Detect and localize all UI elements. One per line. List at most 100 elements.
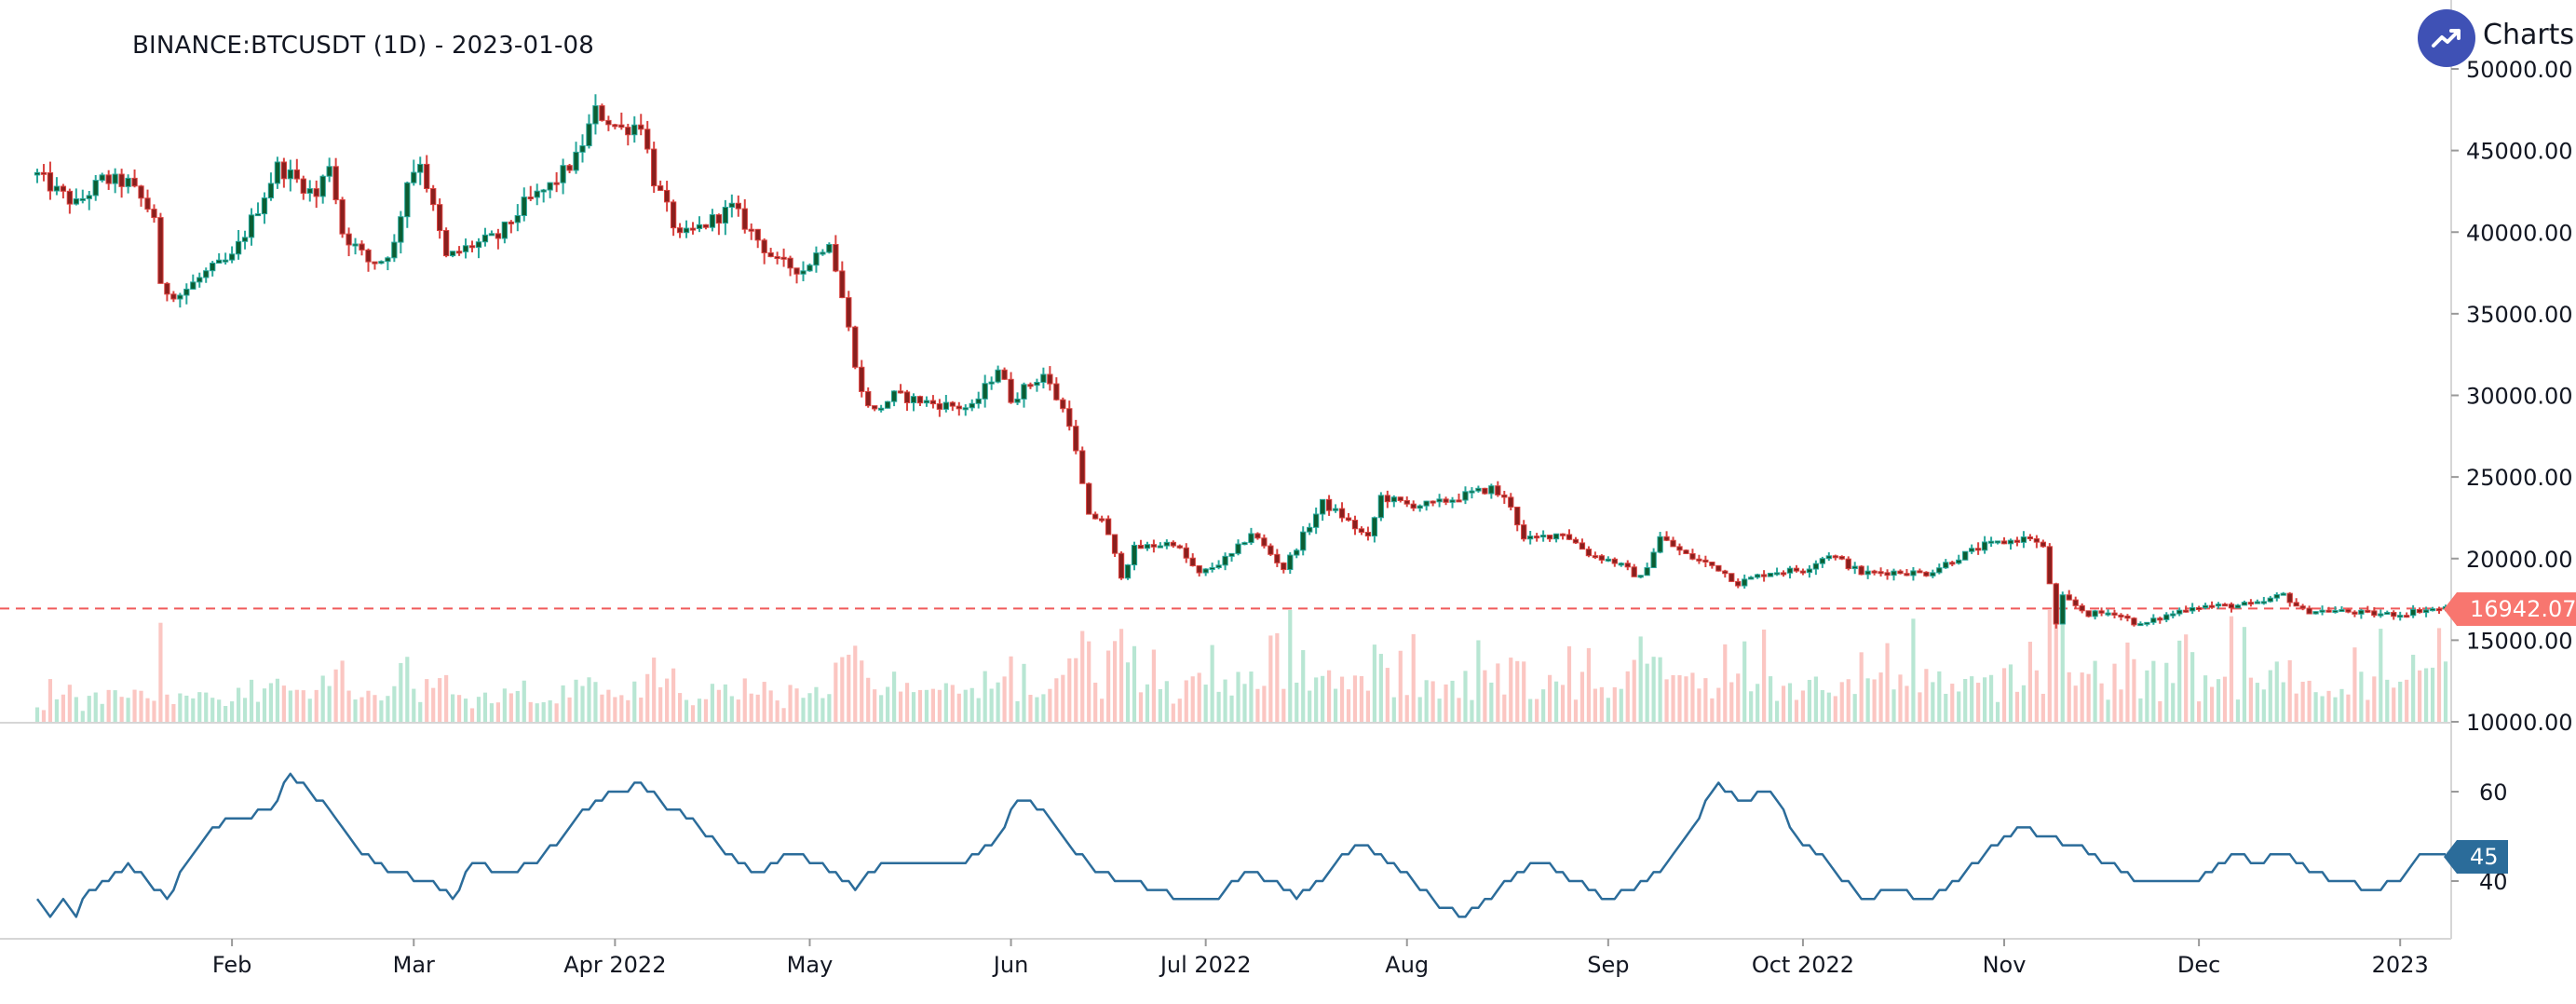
candle-up — [1241, 541, 1248, 546]
volume-bar — [275, 678, 279, 722]
volume-bar — [2080, 672, 2084, 722]
time-tick-label: Nov — [1983, 952, 2027, 978]
candle-up — [73, 188, 79, 206]
candle-down — [2352, 610, 2358, 617]
volume-bar — [1995, 701, 2000, 722]
volume-bar — [1087, 641, 1091, 722]
volume-bar — [1145, 684, 1150, 722]
volume-bar — [262, 688, 267, 722]
volume-bar — [2008, 664, 2013, 722]
volume-bar — [1035, 697, 1039, 722]
candle-down — [1884, 569, 1891, 580]
candle-up — [547, 182, 553, 198]
volume-bar — [827, 694, 832, 722]
candle-down — [2053, 582, 2059, 629]
logo-badge[interactable] — [2418, 9, 2475, 67]
volume-bar — [1359, 675, 1364, 722]
volume-bar — [2190, 652, 2195, 722]
candle-down — [2046, 543, 2053, 585]
volume-bar — [658, 686, 663, 722]
candle-down — [859, 360, 865, 398]
volume-bar — [1203, 685, 1208, 722]
candle-up — [1157, 542, 1164, 549]
candle-down — [47, 161, 54, 200]
volume-bar — [755, 694, 760, 722]
candle-down — [2435, 606, 2443, 614]
candle-down — [1598, 554, 1606, 564]
volume-bar — [567, 697, 572, 722]
candle-up — [826, 242, 833, 254]
volume-bar — [1742, 641, 1747, 722]
candle-down — [1702, 555, 1709, 567]
volume-bar — [327, 685, 332, 722]
volume-bar — [1314, 677, 1319, 722]
volume-bar — [476, 697, 481, 722]
volume-bar — [1041, 694, 1046, 722]
volume-bar — [1716, 687, 1721, 722]
candle-up — [2384, 610, 2391, 616]
last-price-badge: 16942.07 — [2444, 592, 2576, 626]
candle-up — [1962, 550, 1969, 561]
volume-bar — [911, 692, 916, 722]
volume-bar — [1022, 663, 1026, 722]
volume-bar — [1976, 683, 1981, 722]
volume-bar — [314, 689, 319, 722]
candle-up — [1644, 563, 1650, 577]
volume-bar — [1015, 700, 1020, 722]
volume-bar — [697, 699, 702, 722]
volume-bar — [197, 692, 202, 722]
volume-bar — [1924, 669, 1929, 722]
candle-up — [1851, 562, 1858, 575]
candle-down — [1268, 543, 1274, 557]
candle-up — [1144, 541, 1151, 551]
candle-down — [1715, 564, 1722, 572]
candle-up — [112, 168, 118, 194]
candle-down — [1559, 533, 1566, 540]
volume-bar — [451, 694, 455, 722]
volume-bar — [2099, 683, 2104, 722]
volume-bar — [1391, 697, 1396, 722]
volume-bar — [2093, 660, 2097, 722]
volume-bar — [528, 701, 533, 722]
candle-up — [1215, 560, 1222, 570]
volume-bar — [561, 685, 565, 722]
candle-up — [2339, 605, 2345, 613]
volume-bar — [1080, 631, 1085, 722]
candle-down — [787, 255, 793, 277]
volume-bar — [1210, 644, 1214, 722]
candle-down — [527, 185, 534, 201]
time-tick-label: May — [787, 952, 834, 978]
candle-up — [1943, 559, 1949, 569]
volume-bar — [1138, 692, 1144, 722]
volume-bar — [710, 684, 715, 722]
volume-bar — [2021, 685, 2027, 722]
candle-up — [1910, 566, 1917, 581]
volume-bar — [61, 694, 65, 722]
candle-up — [1987, 536, 1995, 548]
candle-up — [1163, 539, 1170, 549]
volume-bar — [2443, 661, 2448, 722]
volume-bar — [2268, 670, 2272, 722]
candle-down — [455, 246, 463, 256]
candle-down — [651, 142, 658, 194]
volume-bar — [956, 693, 961, 722]
volume-bar — [1664, 679, 1669, 722]
volume-bar — [1944, 693, 1948, 722]
candle-up — [1319, 498, 1326, 522]
candle-down — [1709, 561, 1715, 569]
volume-bar — [2287, 659, 2292, 722]
candle-up — [2059, 591, 2066, 625]
candle-up — [177, 292, 183, 308]
volume-bar — [47, 679, 53, 722]
volume-bar — [2203, 675, 2208, 722]
volume-bar — [2125, 642, 2130, 722]
volume-bar — [853, 645, 858, 722]
candle-up — [216, 252, 223, 265]
candle-down — [956, 401, 962, 416]
volume-bar — [729, 696, 734, 722]
volume-bar — [2359, 672, 2364, 722]
candle-down — [1793, 564, 1800, 573]
volume-bar — [1619, 688, 1623, 722]
volume-bar — [1255, 688, 1260, 722]
